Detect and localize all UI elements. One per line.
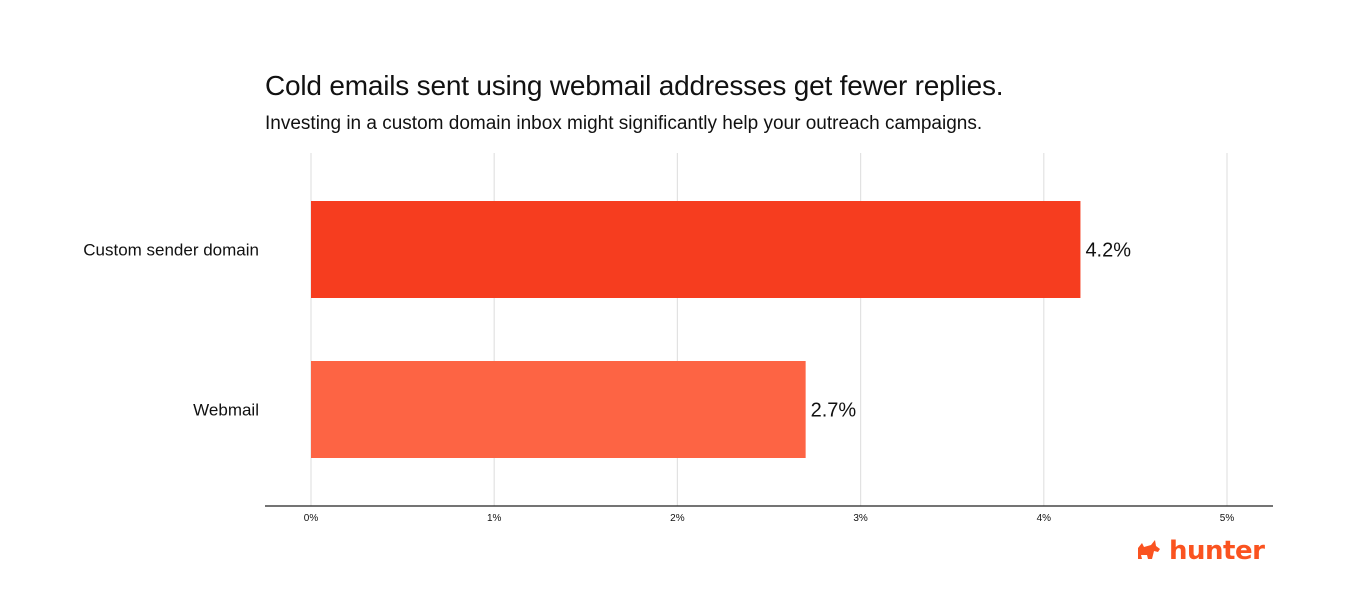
x-tick-label-1: 1% [487,513,502,524]
bar-0 [311,201,1081,298]
chart-subtitle: Investing in a custom domain inbox might… [265,113,983,134]
category-label-0: Custom sender domain [83,241,259,260]
x-axis: 0% 1% 2% 3% 4% 5% [265,505,1273,524]
value-label-0: 4.2% [1085,240,1131,262]
labels: 4.2% Custom sender domain 2.7% Webmail [83,240,1131,422]
value-label-1: 2.7% [811,400,857,422]
category-label-1: Webmail [193,401,259,420]
hunter-fox-icon [1138,540,1160,559]
bar-1 [311,361,806,458]
logo-text: hunter [1169,536,1265,566]
x-tick-label-3: 3% [853,513,868,524]
x-tick-label-4: 4% [1037,513,1052,524]
x-tick-label-2: 2% [670,513,685,524]
chart-title: Cold emails sent using webmail addresses… [265,70,1004,101]
bars [311,201,1081,458]
hunter-logo: hunter [1135,534,1265,568]
x-tick-label-5: 5% [1220,513,1235,524]
x-tick-label-0: 0% [304,513,319,524]
